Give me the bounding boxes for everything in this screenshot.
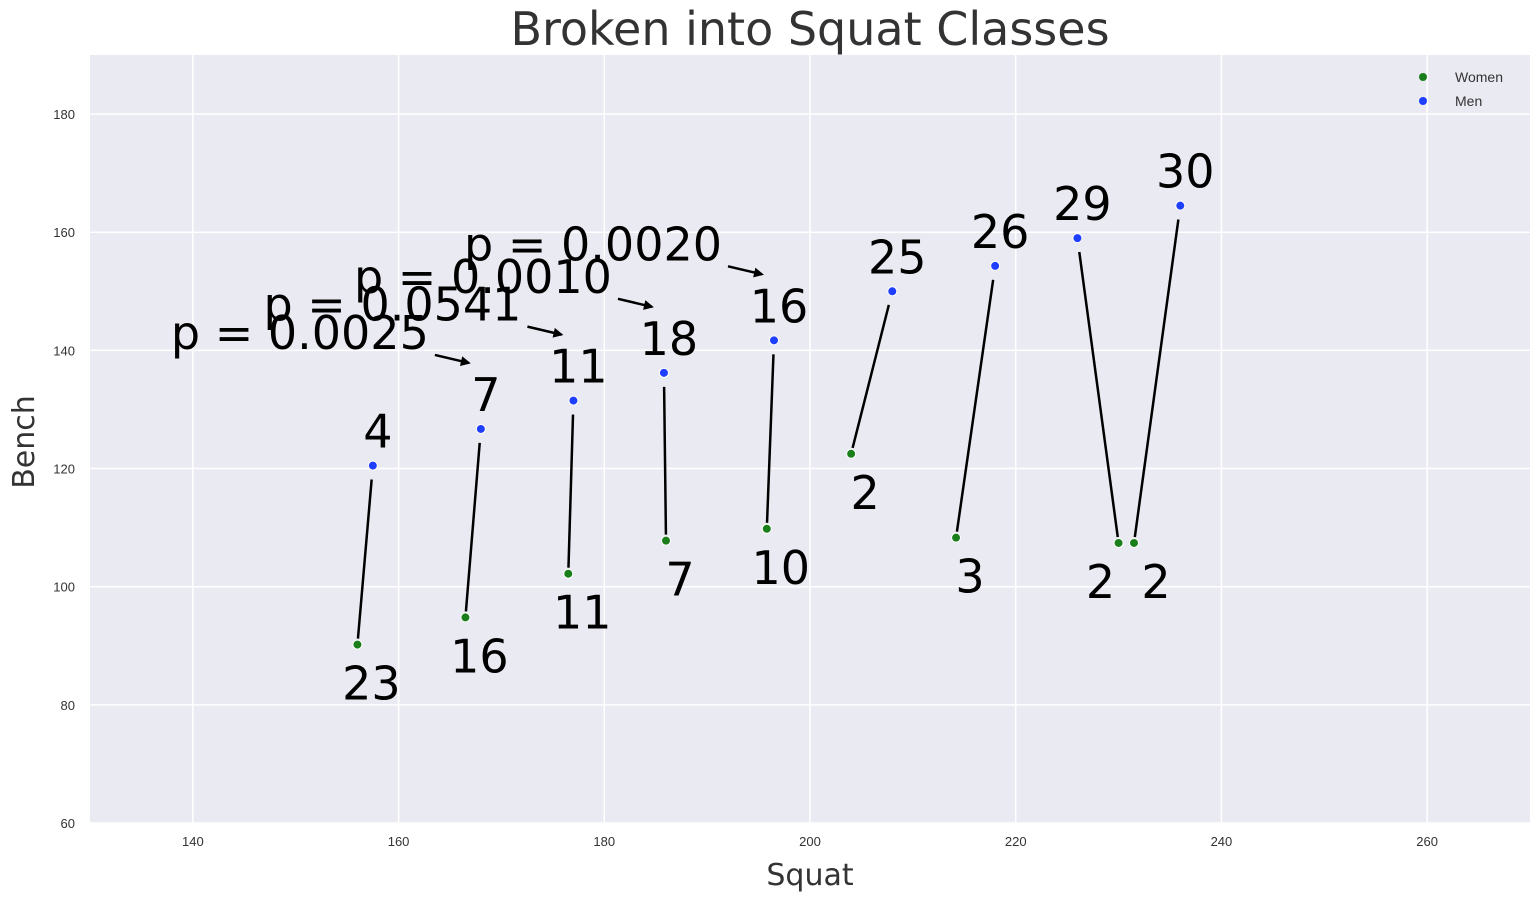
data-points bbox=[352, 200, 1186, 650]
women-legend-label: Women bbox=[1455, 69, 1503, 85]
p-value-label: p = 0.0025 bbox=[171, 306, 429, 360]
tick-labels: 140 160 180 200 220 240 260 60 80 100 120 140 160 180 bbox=[53, 107, 1438, 849]
women-count-label: 2 bbox=[851, 466, 880, 520]
p-value-label: p = 0.0020 bbox=[464, 217, 722, 271]
x-tick-label: 160 bbox=[388, 834, 410, 849]
pair-connector bbox=[851, 304, 891, 449]
pair-connector bbox=[356, 479, 373, 639]
pair-connector bbox=[1078, 251, 1120, 538]
grid-lines bbox=[90, 55, 1530, 824]
women-point bbox=[846, 448, 857, 459]
pair-connector bbox=[1133, 219, 1180, 538]
women-point bbox=[1113, 537, 1124, 548]
pair-connector bbox=[955, 279, 995, 532]
x-tick-label: 180 bbox=[593, 834, 615, 849]
y-tick-label: 100 bbox=[53, 580, 75, 595]
men-count-label: 29 bbox=[1053, 177, 1112, 231]
men-count-label: 4 bbox=[363, 405, 392, 459]
women-count-label: 11 bbox=[553, 586, 612, 640]
women-legend-marker bbox=[1419, 73, 1427, 81]
men-point bbox=[568, 395, 579, 406]
p-value-arrow bbox=[727, 265, 764, 278]
p-value-label: p = 0.0010 bbox=[354, 250, 612, 304]
men-point bbox=[769, 335, 779, 346]
women-point bbox=[1129, 537, 1139, 548]
men-count-label: 7 bbox=[471, 368, 500, 422]
legend: Women Men bbox=[1419, 69, 1503, 109]
men-point bbox=[367, 460, 378, 471]
men-count-label: 16 bbox=[750, 279, 809, 333]
y-tick-label: 60 bbox=[61, 816, 75, 831]
women-count-label: 16 bbox=[450, 629, 509, 683]
men-count-label: 26 bbox=[971, 205, 1030, 259]
women-count-label: 10 bbox=[752, 541, 811, 595]
y-axis-label: Bench bbox=[7, 395, 42, 489]
men-count-label: 25 bbox=[868, 230, 927, 284]
women-point bbox=[761, 523, 772, 534]
women-count-label: 2 bbox=[1141, 555, 1170, 609]
women-point bbox=[951, 532, 962, 543]
women-point bbox=[661, 535, 671, 546]
y-tick-label: 180 bbox=[53, 107, 75, 122]
men-point bbox=[887, 286, 898, 297]
x-tick-label: 200 bbox=[799, 834, 821, 849]
women-count-label: 7 bbox=[665, 553, 694, 607]
women-point bbox=[352, 639, 363, 650]
men-point bbox=[1175, 200, 1186, 211]
women-point bbox=[563, 568, 574, 579]
women-count-label: 3 bbox=[955, 550, 984, 604]
pair-connector bbox=[662, 386, 668, 535]
women-count-label: 23 bbox=[342, 657, 401, 711]
y-tick-label: 80 bbox=[61, 698, 75, 713]
pair-connector bbox=[464, 442, 481, 612]
men-point bbox=[1072, 233, 1083, 244]
men-legend-marker bbox=[1419, 97, 1427, 105]
pair-connector bbox=[765, 354, 775, 523]
men-point bbox=[658, 367, 669, 378]
men-count-label: 11 bbox=[549, 340, 608, 394]
x-tick-label: 220 bbox=[1005, 834, 1027, 849]
pair-lines bbox=[356, 219, 1180, 639]
p-value-arrow bbox=[527, 325, 564, 338]
x-tick-label: 140 bbox=[182, 834, 204, 849]
pair-connector bbox=[567, 414, 575, 568]
x-tick-label: 260 bbox=[1416, 834, 1438, 849]
p-value-arrow bbox=[617, 297, 654, 310]
men-legend-label: Men bbox=[1455, 93, 1482, 109]
women-point bbox=[460, 612, 471, 623]
women-count-label: 2 bbox=[1086, 555, 1115, 609]
men-count-label: 30 bbox=[1156, 145, 1215, 199]
p-value-arrow bbox=[434, 353, 471, 366]
x-axis-label: Squat bbox=[766, 858, 853, 893]
men-point bbox=[990, 260, 1001, 271]
men-point bbox=[475, 423, 486, 434]
x-tick-label: 240 bbox=[1211, 834, 1233, 849]
men-count-label: 18 bbox=[640, 312, 699, 366]
y-tick-label: 120 bbox=[53, 462, 75, 477]
y-tick-label: 160 bbox=[53, 225, 75, 240]
chart-title: Broken into Squat Classes bbox=[510, 2, 1109, 56]
p-value-label: p = 0.0541 bbox=[263, 278, 521, 332]
y-tick-label: 140 bbox=[53, 343, 75, 358]
